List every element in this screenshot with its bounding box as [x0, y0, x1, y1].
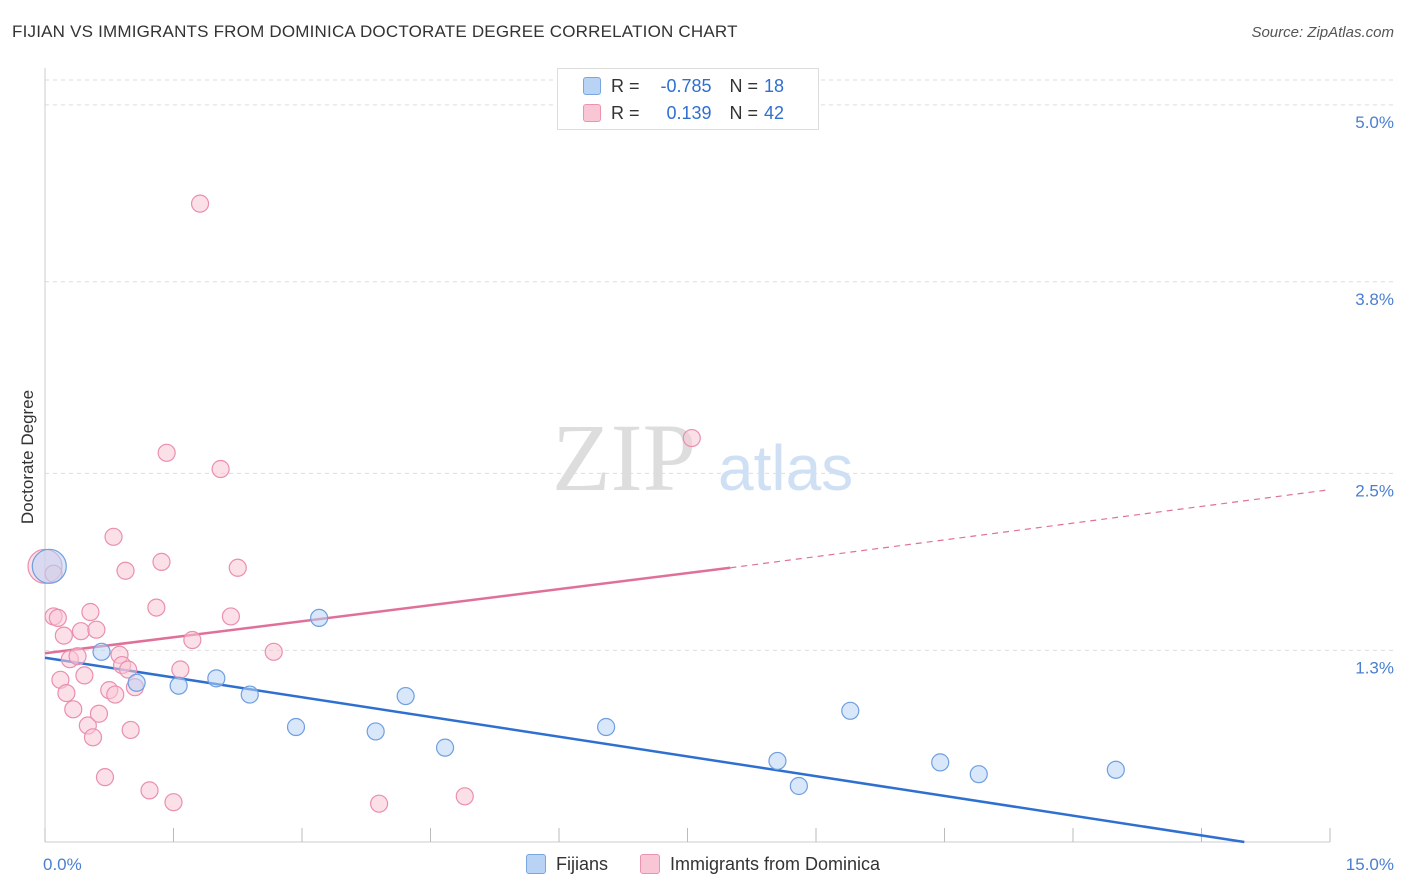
- dominica-n-value: 42: [764, 102, 785, 123]
- dominica-point-37: [228, 558, 247, 577]
- dominica-point-31: [164, 793, 183, 812]
- fijians-point-10: [435, 738, 455, 757]
- fijians-point-8: [366, 722, 385, 741]
- fijians-point-0: [31, 548, 67, 584]
- dominica-point-29: [152, 552, 171, 571]
- dominica-point-9: [68, 647, 87, 666]
- y-tick-label-1: 2.5%: [1355, 481, 1394, 500]
- grid-layer: [45, 79, 1395, 651]
- y-tick-label-2: 3.8%: [1355, 290, 1394, 309]
- trend-line-fijians: [44, 656, 1245, 844]
- dominica-point-13: [81, 602, 100, 622]
- stats-row-fijians: R = -0.785 N = 18: [558, 73, 784, 99]
- dominica-point-16: [89, 704, 109, 723]
- dominica-point-36: [221, 607, 240, 626]
- dominica-point-27: [140, 781, 159, 800]
- trend-line-dominica-extension: [730, 489, 1331, 569]
- n-label: N =: [729, 75, 759, 96]
- fijians-point-2: [127, 673, 146, 692]
- dominica-point-33: [183, 630, 202, 650]
- dominica-point-41: [682, 428, 701, 448]
- dominica-point-34: [190, 194, 210, 213]
- stats-row-dominica: R = 0.139 N = 42: [558, 100, 784, 126]
- chart-title: FIJIAN VS IMMIGRANTS FROM DOMINICA DOCTO…: [12, 22, 738, 41]
- fijians-r-value: -0.785: [660, 75, 712, 96]
- dominica-point-10: [71, 622, 91, 641]
- fijians-point-14: [841, 701, 860, 720]
- x-tick-label-min: 0.0%: [43, 855, 82, 874]
- legend-swatch-fijians: [525, 854, 546, 874]
- y-tick-label-0: 1.3%: [1355, 658, 1394, 677]
- fijians-point-7: [310, 608, 329, 628]
- dominica-point-35: [211, 459, 230, 479]
- axis-layer: [44, 68, 1331, 843]
- fijians-point-4: [207, 669, 226, 688]
- fijians-point-13: [789, 776, 808, 796]
- chart-source: Source: ZipAtlas.com: [1251, 24, 1394, 41]
- r-label: R =: [611, 75, 640, 96]
- dominica-point-39: [370, 794, 389, 813]
- legend-label-fijians: Fijians: [555, 853, 608, 874]
- dominica-point-40: [455, 787, 474, 806]
- trend-layer: [44, 489, 1331, 844]
- legend: Fijians Immigrants from Dominica: [0, 850, 1406, 878]
- fijians-point-12: [768, 751, 787, 771]
- fijians-point-1: [92, 642, 111, 661]
- dominica-point-19: [104, 527, 123, 546]
- legend-label-dominica: Immigrants from Dominica: [669, 853, 881, 874]
- watermark: ZIP atlas: [552, 404, 853, 511]
- dominica-point-8: [64, 700, 83, 719]
- dominica-point-24: [118, 660, 138, 679]
- x-tick-label-max: 15.0%: [1346, 855, 1394, 874]
- trend-line-dominica: [44, 566, 731, 655]
- fijians-point-15: [931, 753, 950, 772]
- dominica-point-14: [83, 728, 103, 747]
- dominica-point-11: [75, 666, 94, 685]
- fijians-point-6: [286, 717, 306, 737]
- dominica-point-38: [264, 642, 283, 661]
- dominica-point-15: [87, 620, 106, 639]
- dominica-point-30: [157, 443, 176, 462]
- fijians-point-17: [1106, 760, 1125, 779]
- fijians-point-3: [169, 676, 188, 695]
- tick-label-layer: 1.3% 2.5% 3.8% 5.0% 0.0% 15.0%: [43, 113, 1394, 874]
- dominica-point-17: [95, 768, 115, 787]
- dominica-point-20: [106, 685, 125, 704]
- point-layer: [27, 194, 1125, 813]
- r-label: R =: [611, 102, 640, 123]
- dominica-point-6: [57, 683, 76, 703]
- legend-swatch-dominica: [639, 854, 660, 874]
- watermark-zip: ZIP: [552, 404, 696, 511]
- dominica-point-25: [121, 720, 140, 740]
- dominica-point-28: [147, 598, 166, 617]
- fijians-point-11: [597, 717, 616, 737]
- fijians-swatch: [583, 77, 601, 95]
- fijians-n-value: 18: [764, 75, 785, 96]
- watermark-atlas: atlas: [718, 432, 853, 504]
- dominica-point-23: [116, 561, 135, 580]
- fijians-point-16: [969, 765, 988, 784]
- dominica-r-value: 0.139: [666, 102, 712, 123]
- y-tick-label-3: 5.0%: [1355, 113, 1394, 132]
- fijians-point-5: [240, 685, 259, 704]
- stats-legend-box: R = -0.785 N = 18 R = 0.139 N = 42: [557, 68, 819, 130]
- dominica-point-32: [171, 660, 190, 679]
- dominica-point-3: [48, 608, 67, 628]
- n-label: N =: [729, 102, 759, 123]
- legend-item-dominica[interactable]: Immigrants from Dominica: [639, 853, 881, 875]
- dominica-point-5: [54, 626, 73, 645]
- dominica-swatch: [583, 104, 601, 122]
- fijians-point-9: [396, 686, 415, 706]
- legend-item-fijians[interactable]: Fijians: [525, 853, 608, 875]
